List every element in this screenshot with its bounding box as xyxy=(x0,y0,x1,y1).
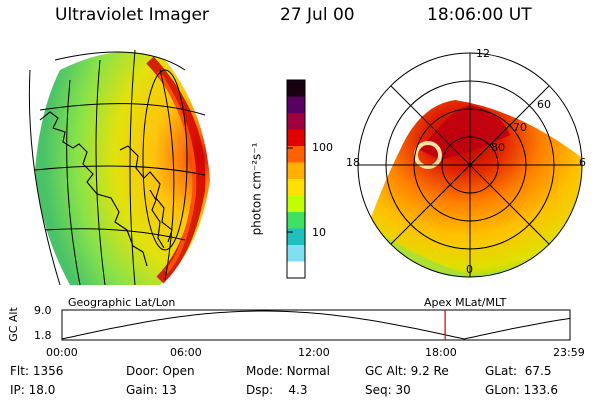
strip-ymin: 1.8 xyxy=(34,329,52,342)
colorbar-unit: photon cm⁻²s⁻¹ xyxy=(249,142,264,236)
lat-label-70: 70 xyxy=(513,121,527,134)
info-door: Door: Open xyxy=(126,364,195,378)
geographic-image xyxy=(28,49,210,286)
time-tick-0: 00:00 xyxy=(46,346,78,359)
colorbar-stripe xyxy=(287,261,305,279)
colorbar-stripe xyxy=(287,195,305,213)
colorbar-stripe xyxy=(287,146,305,163)
info-dsp: Dsp: 4.3 xyxy=(246,383,308,397)
info-gain: Gain: 13 xyxy=(126,383,177,397)
time-tick-4: 23:59 xyxy=(553,346,585,359)
colorbar-stripe xyxy=(287,113,305,130)
lat-label-80: 80 xyxy=(491,141,505,154)
strip-ymax: 9.0 xyxy=(34,304,52,317)
info-seq: Seq: 30 xyxy=(365,383,411,397)
info-ip: IP: 18.0 xyxy=(10,383,56,397)
strip-left-label: Geographic Lat/Lon xyxy=(68,296,176,309)
colorbar-stripe xyxy=(287,96,305,114)
colorbar-stripe xyxy=(287,80,305,97)
mlt-label-12: 12 xyxy=(476,47,490,60)
colorbar-stripe xyxy=(287,162,305,180)
colorbar xyxy=(286,79,306,279)
instrument-title: Ultraviolet Imager xyxy=(55,5,209,25)
mlt-label-6: 6 xyxy=(579,156,586,169)
strip-axis-label: GC Alt xyxy=(6,307,20,342)
altitude-strip-chart xyxy=(61,309,571,341)
colorbar-stripe xyxy=(287,245,305,262)
info-glon: GLon: 133.6 xyxy=(485,383,558,397)
time-tick-3: 18:00 xyxy=(425,346,457,359)
time-tick-2: 12:00 xyxy=(298,346,330,359)
colorbar-tick-100: 100 xyxy=(312,141,333,154)
colorbar-stripe xyxy=(287,228,305,246)
mlt-label-18: 18 xyxy=(346,156,360,169)
colorbar-stripe xyxy=(287,179,305,196)
info-flt: Flt: 1356 xyxy=(10,364,64,378)
info-glat: GLat: 67.5 xyxy=(485,364,552,378)
lat-label-60: 60 xyxy=(537,98,551,111)
info-mode: Mode: Normal xyxy=(246,364,330,378)
time-label: 18:06:00 UT xyxy=(427,5,532,25)
strip-right-label: Apex MLat/MLT xyxy=(424,296,507,309)
colorbar-tick-10: 10 xyxy=(312,226,326,239)
info-gcalt: GC Alt: 9.2 Re xyxy=(365,364,449,378)
colorbar-stripe xyxy=(287,129,305,147)
polar-image xyxy=(357,52,583,278)
date-label: 27 Jul 00 xyxy=(280,5,355,25)
time-tick-1: 06:00 xyxy=(170,346,202,359)
colorbar-stripe xyxy=(287,212,305,229)
mlt-label-0: 0 xyxy=(466,263,473,276)
